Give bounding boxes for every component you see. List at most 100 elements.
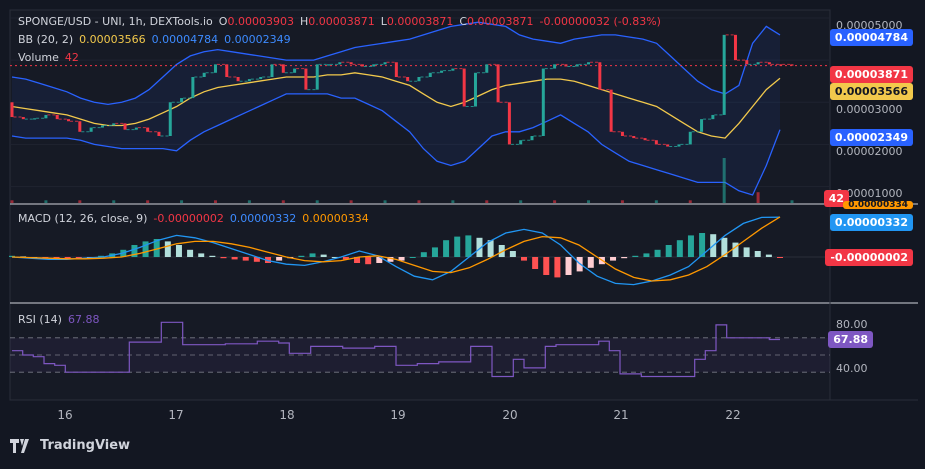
x-tick-label: 21 [613, 408, 629, 422]
volume-bar [383, 200, 387, 203]
volume-legend: Volume 42 [18, 51, 85, 64]
macd-signal-line [11, 216, 781, 282]
rsi-badge: 67.88 [828, 331, 873, 348]
macd-line-value: 0.00000332 [229, 212, 297, 225]
bb-upper-line [11, 21, 781, 106]
macd-hist-bar [454, 236, 461, 257]
macd-signal-value: 0.00000334 [302, 212, 369, 225]
candle [632, 136, 636, 139]
volume-bar [519, 200, 523, 203]
candle [134, 127, 138, 130]
candle [33, 118, 37, 120]
macd-hist-bar [676, 240, 683, 257]
candle [394, 62, 398, 77]
high-value: 0.00003871 [308, 15, 375, 28]
bb-low-value: 0.00002349 [224, 33, 291, 46]
rsi-tick: 40.00 [836, 362, 868, 375]
candle [462, 68, 466, 107]
macd-hist-bar [198, 253, 205, 257]
volume-bar [44, 200, 48, 203]
macd-hist-bar [298, 255, 305, 257]
low-value: 0.00003871 [386, 15, 454, 28]
bb-mid-value: 0.00003566 [79, 33, 146, 46]
macd-hist-bar [253, 257, 260, 262]
candle [519, 140, 523, 145]
volume-bar [349, 200, 353, 203]
macd-hist-bar [654, 249, 661, 257]
x-tick-label: 17 [168, 408, 184, 422]
candle [315, 64, 319, 90]
candle [598, 62, 602, 90]
price-legend: SPONGE/USD - UNI, 1h, DEXTools.io O0.0000… [18, 15, 667, 28]
candle [10, 102, 14, 118]
macd-hist-bar [209, 255, 216, 257]
candle [44, 114, 48, 119]
macd-hist-bar [643, 253, 650, 257]
volume-bar [620, 200, 624, 203]
macd-hist-bar [443, 240, 450, 257]
change-value: -0.00000032 (-0.83%) [539, 15, 661, 28]
tradingview-icon [10, 438, 29, 453]
macd-hist-bar [164, 241, 171, 257]
rsi-legend: RSI (14) 67.88 [18, 313, 105, 326]
price-tick: 0.00003000 [836, 103, 903, 116]
rsi-label: RSI (14) [18, 313, 62, 326]
candle [654, 140, 658, 145]
candle [338, 62, 342, 65]
macd-hist-bar [687, 235, 694, 257]
bb-lower-badge: 0.00002349 [829, 129, 913, 146]
macd-hist-bar [487, 240, 494, 257]
macd-hist-bar [765, 254, 772, 257]
bb-mid-line [11, 72, 781, 139]
volume-bar [451, 200, 455, 203]
macd-hist-bar [187, 249, 194, 257]
macd-hist-badge: -0.00000002 [825, 249, 913, 266]
candle [620, 131, 624, 136]
volume-bar [315, 200, 319, 203]
macd-hist-bar [320, 254, 327, 257]
candle [733, 34, 737, 61]
volume-bar [688, 200, 692, 203]
macd-hist-bar [409, 257, 416, 258]
macd-hist-bar [498, 245, 505, 257]
volume-bar [213, 200, 217, 203]
macd-hist-bar [777, 257, 783, 258]
candle [304, 68, 308, 90]
candle [745, 60, 749, 65]
x-tick-label: 19 [390, 408, 406, 422]
volume-bar [790, 200, 794, 203]
candle [225, 64, 229, 77]
macd-hist-bar [431, 247, 438, 257]
macd-hist-bar [309, 253, 316, 257]
candle [372, 64, 376, 67]
rsi-value: 67.88 [67, 313, 100, 326]
macd-line-badge: 0.00000332 [829, 214, 913, 231]
close-key: C [459, 15, 468, 28]
close-value: 0.00003871 [467, 15, 534, 28]
macd-hist-bar [53, 257, 60, 259]
macd-hist-bar [342, 257, 349, 260]
tradingview-logo[interactable]: TradingView [10, 438, 130, 453]
macd-hist-bar [354, 257, 361, 263]
macd-hist-bar [587, 257, 594, 268]
macd-hist-bar [153, 239, 160, 257]
candle [553, 64, 557, 69]
x-tick-label: 22 [725, 408, 741, 422]
macd-hist-bar [532, 257, 539, 269]
symbol-label: SPONGE/USD - UNI, 1h, DEXTools.io [18, 15, 213, 28]
open-value: 0.00003903 [227, 15, 294, 28]
candle [564, 64, 568, 67]
macd-hist-bar [610, 257, 617, 261]
candle [451, 68, 455, 71]
volume-bar [553, 200, 557, 203]
candle [677, 144, 681, 147]
macd-hist-bar [64, 257, 71, 259]
macd-hist-bar [365, 257, 372, 265]
volume-bar [485, 200, 489, 203]
open-key: O [218, 15, 228, 28]
macd-hist-bar [220, 257, 227, 259]
bb-lower-line [11, 93, 781, 196]
candle [270, 64, 274, 77]
